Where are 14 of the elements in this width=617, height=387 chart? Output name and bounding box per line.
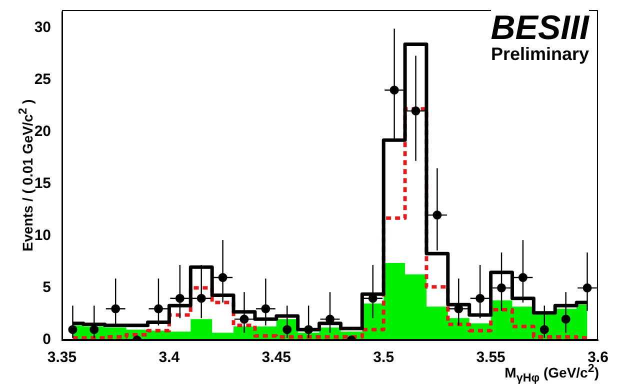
x-tick-label: 3.45: [262, 349, 291, 366]
x-tick-label: 3.4: [158, 349, 180, 366]
x-tick-label: 3.35: [47, 349, 77, 366]
y-tick-label: 5: [42, 279, 51, 296]
y-tick-label: 25: [34, 70, 51, 88]
x-tick-label: 3.55: [476, 349, 506, 366]
y-tick-label: 20: [34, 122, 51, 140]
y-tick-label: 0: [42, 331, 51, 348]
annotation: Preliminary: [490, 44, 589, 64]
y-tick-label: 30: [34, 18, 51, 36]
annotation: BESIII: [490, 9, 589, 47]
x-tick-label: 3.5: [373, 349, 394, 366]
y-tick-label: 10: [34, 227, 51, 244]
y-tick-label: 15: [34, 174, 51, 192]
